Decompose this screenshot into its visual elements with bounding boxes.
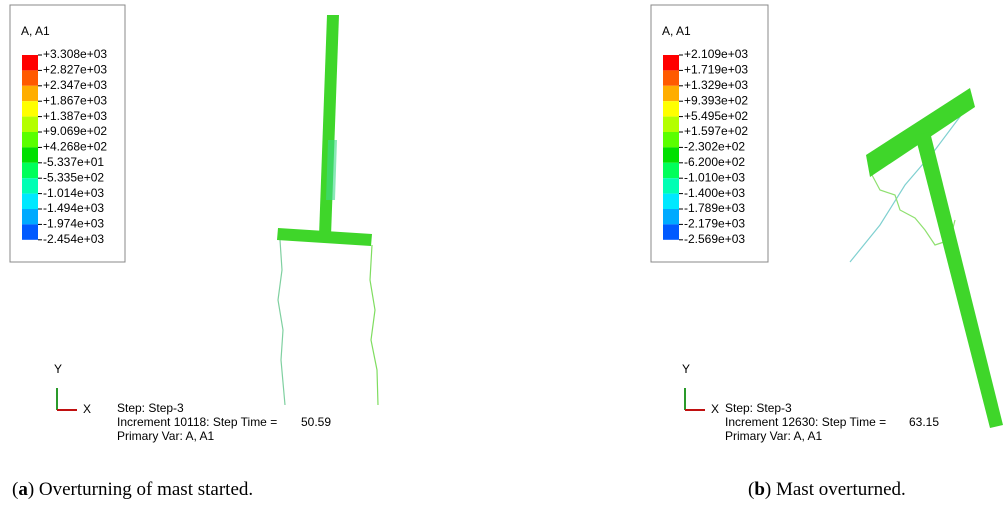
- legend-label: +5.495e+02: [684, 109, 748, 123]
- info-increment: Increment 10118: Step Time =: [117, 415, 277, 429]
- info-increment: Increment 12630: Step Time =: [725, 415, 886, 429]
- legend-swatch: [22, 55, 38, 70]
- legend-label: +1.329e+03: [684, 78, 748, 92]
- legend-label: +2.347e+03: [43, 78, 107, 92]
- info-step: Step: Step-3: [725, 401, 792, 415]
- legend-swatch: [663, 209, 679, 224]
- legend-swatch: [663, 86, 679, 101]
- legend-label: +1.867e+03: [43, 93, 107, 107]
- triad-x-label: X: [83, 402, 91, 416]
- legend-label: -2.454e+03: [43, 232, 104, 246]
- caption-label: b: [754, 479, 765, 500]
- caption: (b) Mast overturned.: [748, 479, 906, 500]
- legend-swatch: [663, 194, 679, 209]
- legend-swatch: [663, 101, 679, 116]
- legend-label: -5.335e+02: [43, 170, 104, 184]
- legend-label: +1.597e+02: [684, 124, 748, 138]
- legend-swatch: [22, 147, 38, 162]
- legend-label: -2.179e+03: [684, 217, 745, 231]
- legend-swatch: [663, 147, 679, 162]
- legend-label: -1.014e+03: [43, 186, 104, 200]
- triad-y-label: Y: [682, 362, 690, 376]
- legend-label: -1.010e+03: [684, 170, 745, 184]
- legend-swatch: [663, 70, 679, 85]
- legend-swatch: [663, 224, 679, 239]
- triad-x-label: X: [711, 402, 719, 416]
- triad-y-label: Y: [54, 362, 62, 376]
- figure: A, A1 +3.308e+03 +2.827e+03+2.347e+03+1.86…: [0, 0, 1006, 509]
- legend-swatch: [663, 117, 679, 132]
- legend-swatch: [663, 132, 679, 147]
- info-var: Primary Var: A, A1: [117, 429, 214, 443]
- legend-label: -1.400e+03: [684, 186, 745, 200]
- legend-label: +9.069e+02: [43, 124, 107, 138]
- legend-label: -5.337e+01: [43, 155, 104, 169]
- info-var: Primary Var: A, A1: [725, 429, 822, 443]
- legend-swatch: [22, 178, 38, 193]
- info-time: 63.15: [909, 415, 939, 429]
- legend-swatch: [663, 178, 679, 193]
- legend-swatch: [22, 70, 38, 85]
- legend-swatch: [22, 86, 38, 101]
- legend-label: -1.494e+03: [43, 201, 104, 215]
- legend-swatch: [22, 132, 38, 147]
- info-step: Step: Step-3: [117, 401, 184, 415]
- legend-label: +2.827e+03: [43, 63, 107, 77]
- caption: (a) Overturning of mast started.: [12, 479, 253, 500]
- legend-title: A, A1: [662, 24, 691, 38]
- legend-label: +1.719e+03: [684, 63, 748, 77]
- legend-swatch: [22, 101, 38, 116]
- legend-swatch: [22, 117, 38, 132]
- legend-label: -2.302e+02: [684, 140, 745, 154]
- legend-swatch: [22, 163, 38, 178]
- legend-label: +2.109e+03: [684, 47, 748, 61]
- legend-title: A, A1: [21, 24, 50, 38]
- caption-text: ) Mast overturned.: [765, 479, 906, 500]
- mast-a: [277, 15, 378, 405]
- legend-label: -6.200e+02: [684, 155, 745, 169]
- legend-label: -1.789e+03: [684, 201, 745, 215]
- legend-swatch: [22, 209, 38, 224]
- legend-label: +9.393e+02: [684, 93, 748, 107]
- legend-swatch: [22, 224, 38, 239]
- legend-label: +3.308e+03: [43, 47, 107, 61]
- caption-text: ) Overturning of mast started.: [28, 479, 253, 500]
- legend-swatch: [663, 55, 679, 70]
- legend-label: -1.974e+03: [43, 217, 104, 231]
- caption-label: a: [18, 479, 28, 500]
- mast-b: [850, 88, 1003, 428]
- legend-label: +1.387e+03: [43, 109, 107, 123]
- legend-swatch: [22, 194, 38, 209]
- legend-swatch: [663, 163, 679, 178]
- legend-label: +4.268e+02: [43, 140, 107, 154]
- legend-label: -2.569e+03: [684, 232, 745, 246]
- info-time: 50.59: [301, 415, 331, 429]
